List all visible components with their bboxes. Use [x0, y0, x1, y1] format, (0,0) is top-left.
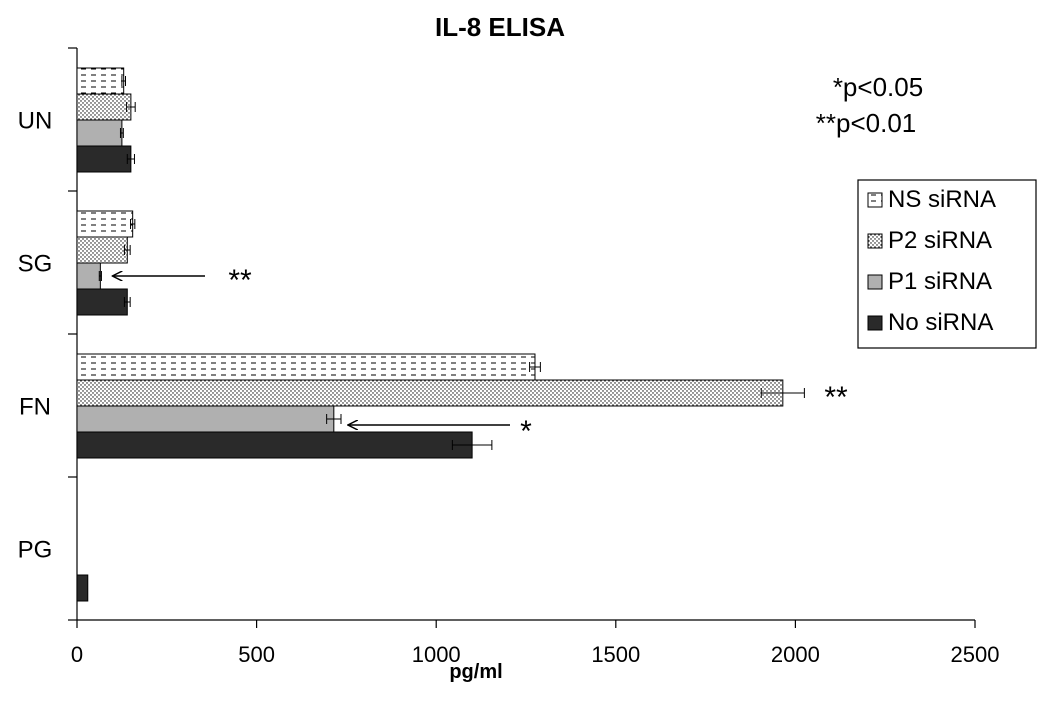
category-label-un: UN [18, 108, 53, 135]
bar-un-p1-sirna [76, 119, 123, 147]
legend-swatch-p2-sirna [867, 233, 883, 249]
x-tick-label: 500 [238, 642, 275, 667]
legend-label: No siRNA [888, 309, 993, 336]
significance-key-p01: **p<0.01 [816, 108, 916, 138]
x-tick-label: 2500 [951, 642, 1000, 667]
legend-label: P1 siRNA [888, 268, 992, 295]
legend-label: P2 siRNA [888, 227, 992, 254]
legend-swatch-p1-sirna [867, 274, 883, 290]
x-tick-label: 1500 [591, 642, 640, 667]
significance-marker-fn-p2: ** [824, 381, 848, 414]
category-label-fn: FN [19, 394, 51, 421]
bar-un-no-sirna [76, 145, 132, 173]
axes: UN SG FN PG 0 500 1000 1500 2000 2500 [18, 47, 1000, 667]
bar-fn-p1-sirna [76, 405, 335, 433]
significance-marker-fn-p1: * [520, 415, 532, 448]
bar-sg-ns-sirna [76, 210, 134, 238]
bar-fn-p2-sirna [76, 379, 784, 407]
annotations-group: *p<0.05**p<0.01***** [112, 72, 923, 448]
significance-key-p05: *p<0.05 [833, 72, 923, 102]
x-tick-label: 2000 [771, 642, 820, 667]
legend-label: NS siRNA [888, 186, 996, 213]
x-axis-label: pg/ml [449, 661, 502, 683]
error-bars-group [98, 76, 805, 450]
chart-title: IL-8 ELISA [435, 12, 565, 42]
bar-fn-no-sirna [76, 431, 473, 459]
category-label-sg: SG [18, 251, 53, 278]
significance-marker-sg: ** [228, 264, 252, 297]
bar-pg-no-sirna [76, 574, 89, 602]
category-label-pg: PG [18, 537, 53, 564]
legend-swatch-ns-sirna [867, 192, 883, 208]
legend: NS siRNA P2 siRNA P1 siRNA No siRNA [857, 179, 1037, 349]
bar-sg-no-sirna [76, 288, 128, 316]
bar-sg-p2-sirna [76, 236, 128, 264]
bars-group [76, 67, 784, 602]
bar-fn-ns-sirna [76, 353, 536, 381]
legend-swatch-no-sirna [867, 315, 883, 331]
bar-sg-p1-sirna [76, 262, 101, 290]
x-tick-label: 1000 [412, 642, 461, 667]
x-tick-label: 0 [71, 642, 83, 667]
legend-box [857, 179, 1037, 349]
bar-un-p2-sirna [76, 93, 132, 121]
bar-un-ns-sirna [76, 67, 125, 95]
